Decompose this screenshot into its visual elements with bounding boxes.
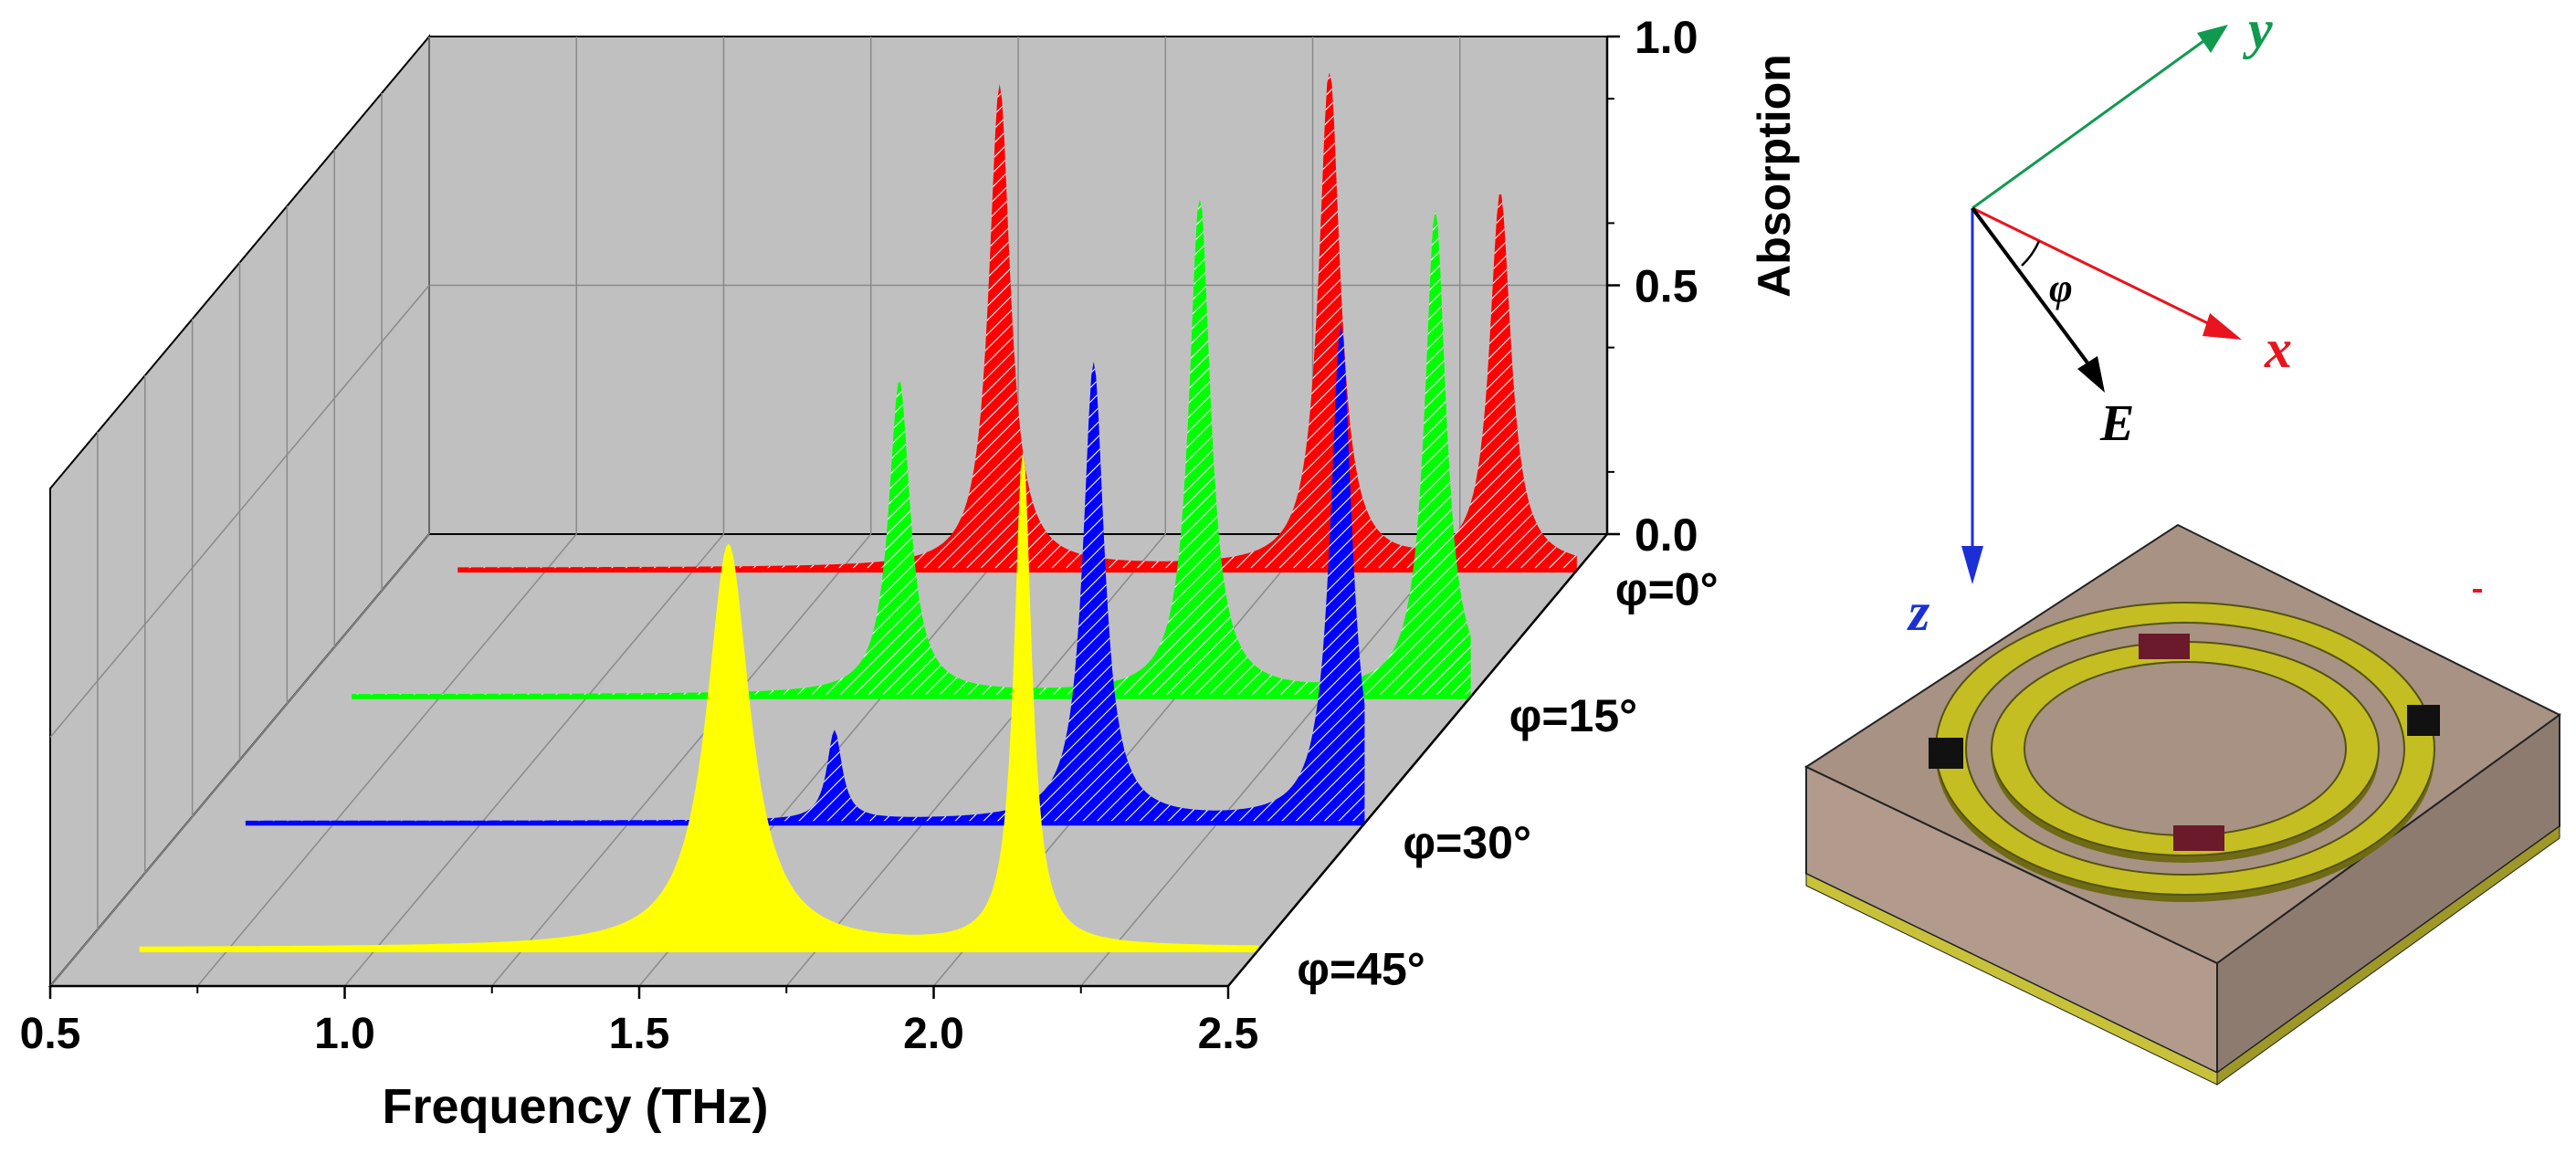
axes: 0.5 1.0 1.5 2.0 2.5 Frequency (THz) 0.0 0.5 1.0 A… — [20, 12, 1800, 1134]
series-hatch-1 — [352, 199, 1471, 698]
z-tick-label: 0.0 — [1635, 509, 1698, 561]
gap-outer-right — [2407, 705, 2440, 736]
stray-mark — [2473, 589, 2482, 593]
grid-line-floor — [1080, 533, 1461, 987]
series-hatch-2 — [245, 325, 1365, 824]
e-field-label: E — [2099, 395, 2134, 452]
x-tick-label: 2.5 — [1198, 1010, 1259, 1058]
gap-inner-bottom — [2173, 825, 2224, 851]
series-label-2: φ=30° — [1403, 817, 1531, 868]
gap-inner-top — [2139, 634, 2190, 659]
series-area-3 — [139, 452, 1259, 950]
series-group: φ=0° φ=15° φ=30° φ=45° — [139, 72, 1719, 994]
series-label-1: φ=15° — [1509, 690, 1638, 741]
ring-resonators — [1929, 602, 2440, 902]
z-arrowhead-icon — [1961, 546, 1983, 584]
grid-line-floor — [196, 533, 577, 987]
ground-plane-right — [2216, 825, 2560, 1086]
x-tick-label: 0.5 — [20, 1010, 81, 1058]
depth-axis — [1227, 533, 1608, 987]
y-arrowhead-icon — [2197, 25, 2228, 53]
gap-outer-left — [1929, 738, 1963, 769]
grid-line-floor — [343, 533, 725, 987]
angle-arc — [2021, 240, 2041, 267]
z-axis-label: z — [1907, 582, 1930, 642]
angle-label: φ — [2049, 266, 2073, 310]
x-axis-arrow — [1971, 206, 2220, 331]
waterfall-chart: φ=0° φ=15° φ=30° φ=45° 0.5 1.0 1.5 2.0 2.5 Frequ… — [20, 12, 1800, 1134]
e-arrowhead-icon — [2077, 356, 2105, 393]
x-tick-label: 2.0 — [903, 1010, 964, 1058]
z-tick-label: 1.0 — [1635, 12, 1698, 63]
grid-line-floor — [491, 533, 872, 987]
x-arrowhead-icon — [2203, 313, 2242, 340]
series-hatch-0 — [457, 72, 1577, 571]
y-axis-label: y — [2243, 0, 2273, 59]
z-tick-label: 0.5 — [1635, 261, 1698, 312]
x-axis-label: x — [2264, 319, 2292, 379]
x-tick-label: 1.5 — [609, 1010, 670, 1058]
y-axis-arrow — [1971, 35, 2211, 210]
z-axis-title: Absorption — [1749, 54, 1800, 298]
x-axis-title: Frequency (THz) — [382, 1079, 768, 1134]
series-label-0: φ=0° — [1615, 564, 1719, 615]
polarization-diagram: y x z E φ — [1803, 0, 2561, 1086]
x-tick-label: 1.0 — [314, 1010, 375, 1058]
series-label-3: φ=45° — [1297, 943, 1425, 994]
e-field-arrow — [1971, 206, 2091, 367]
